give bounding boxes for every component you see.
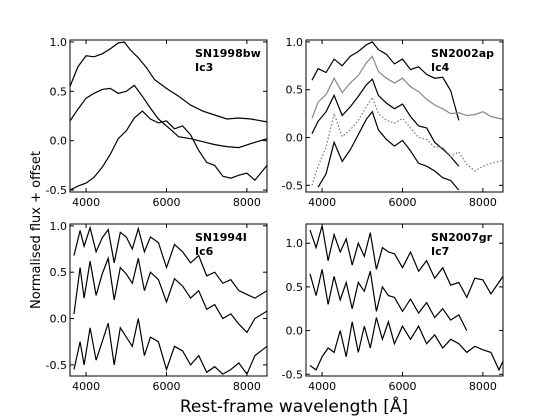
spectrum-line-3 <box>311 78 460 167</box>
spectrum-line-2 <box>70 84 267 149</box>
spectrum-line-1 <box>311 41 460 121</box>
y-tick-label: 0.5 <box>50 85 68 98</box>
supernova-class: Ic3 <box>195 61 213 74</box>
x-tick-label: 4000 <box>72 380 100 393</box>
y-tick-label: 0.0 <box>286 132 304 145</box>
y-tick-label: 1.0 <box>286 36 304 49</box>
x-tick-label: 8000 <box>469 380 497 393</box>
spectrum-line-2 <box>73 255 267 334</box>
spectrum-line-1 <box>73 225 267 299</box>
y-tick-label: 0.5 <box>286 84 304 97</box>
y-tick-label: 0.0 <box>50 313 68 326</box>
x-axis-label: Rest-frame wavelength [Å] <box>180 395 408 417</box>
y-tick-label: 0.5 <box>50 266 68 279</box>
spectrum-line-4 <box>311 96 503 186</box>
x-tick-label: 6000 <box>388 196 416 209</box>
axes-frame <box>69 223 268 377</box>
supernova-name: SN1994I <box>195 231 247 244</box>
y-tick-label: -0.5 <box>46 184 67 197</box>
axes-frame <box>305 39 504 193</box>
x-tick-label: 4000 <box>308 196 336 209</box>
y-tick-label: -0.5 <box>282 368 303 381</box>
y-tick-label: 0.0 <box>286 325 304 338</box>
x-tick-label: 4000 <box>308 380 336 393</box>
x-tick-label: 8000 <box>469 196 497 209</box>
y-tick-label: 0.5 <box>286 281 304 294</box>
x-tick-label: 8000 <box>233 196 261 209</box>
spectrum-line-3 <box>70 110 267 191</box>
series-group <box>311 41 503 191</box>
y-tick-label: 0.0 <box>50 135 68 148</box>
spectrum-line-2 <box>311 55 503 120</box>
supernova-name: SN2007gr <box>431 231 493 244</box>
axes-frame <box>305 223 504 377</box>
x-tick-label: 8000 <box>233 380 261 393</box>
spectrum-line-2 <box>309 269 468 331</box>
axes-frame <box>69 39 268 193</box>
y-tick-label: 1.0 <box>286 237 304 250</box>
supernova-class: Ic7 <box>431 245 449 258</box>
spectrum-line-1 <box>70 41 267 123</box>
supernova-class: Ic6 <box>195 245 214 258</box>
series-group <box>70 41 267 191</box>
spectrum-line-3 <box>309 317 503 372</box>
y-axis-label: Normalised flux + offset <box>29 151 44 309</box>
supernova-name: SN1998bw <box>195 47 261 60</box>
supernova-name: SN2002ap <box>431 47 494 60</box>
y-tick-label: 1.0 <box>50 36 68 49</box>
y-tick-label: -0.5 <box>46 359 67 372</box>
x-tick-label: 6000 <box>152 380 180 393</box>
x-tick-label: 6000 <box>152 196 180 209</box>
spectrum-line-1 <box>309 225 503 299</box>
series-group <box>309 225 503 372</box>
panels: 4000 6000 8000-0.50.00.51.0SN1998bwIc34000… <box>46 36 504 393</box>
supernova-class: Ic4 <box>431 61 450 74</box>
spectrum-line-3 <box>73 318 267 376</box>
series-group <box>73 225 267 376</box>
spectrum-line-5 <box>317 110 460 191</box>
x-tick-label: 6000 <box>388 380 416 393</box>
y-tick-label: 1.0 <box>50 220 68 233</box>
y-tick-label: -0.5 <box>282 179 303 192</box>
x-tick-label: 4000 <box>72 196 100 209</box>
